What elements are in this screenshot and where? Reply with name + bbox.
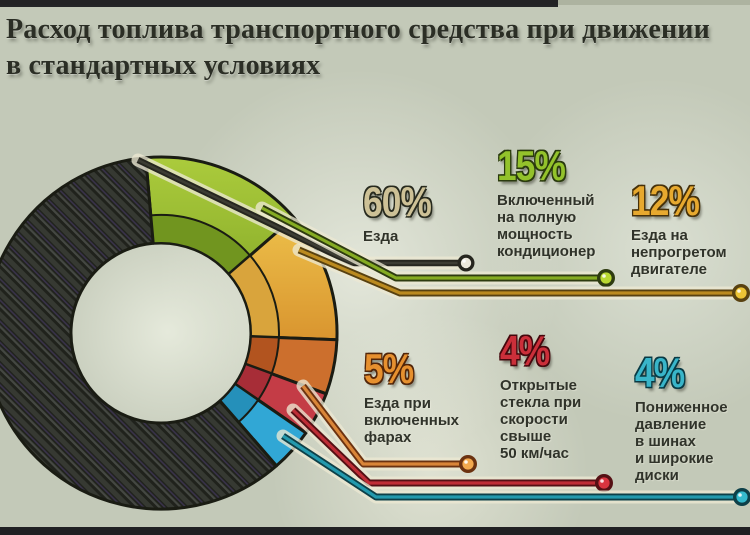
- percent-value: 12%: [631, 177, 700, 224]
- callout-cold-engine: 12% Езда на непрогретом двигателе: [631, 177, 727, 279]
- callout-driving: 60% Езда: [363, 178, 444, 246]
- percent-value: 4%: [500, 327, 550, 374]
- callout-tire-pressure: 4% Пониженное давление в шинах и широкие…: [635, 349, 728, 485]
- donut-segment-0: [0, 156, 278, 511]
- leader-line-tire-pressure: [276, 429, 750, 506]
- callout-aircon: 15% Включенный на полную мощность кондиц…: [497, 142, 596, 261]
- leader-line-open-windows: [286, 403, 613, 492]
- percent-value: 60%: [363, 178, 432, 225]
- leader-line-headlights: [296, 379, 477, 473]
- callout-label: Езда при включенных фарах: [364, 395, 460, 446]
- top-video-bar: [0, 0, 558, 7]
- percent-value: 5%: [364, 345, 414, 392]
- leader-line-aircon: [255, 201, 615, 287]
- percent-value: 4%: [635, 349, 685, 396]
- callout-open-windows: 4% Открытые стекла при скорости свыше 50…: [500, 327, 582, 463]
- callout-label: Пониженное давление в шинах и широкие ди…: [635, 399, 728, 484]
- percent-value: 15%: [497, 142, 566, 189]
- leader-line-cold-engine: [292, 243, 750, 302]
- leader-line-driving: [131, 153, 475, 272]
- callout-label: Включенный на полную мощность кондиционе…: [497, 192, 596, 260]
- chart-title: Расход топлива транспортного средства пр…: [6, 14, 710, 81]
- callout-label: Езда: [363, 228, 399, 245]
- callout-headlights: 5% Езда при включенных фарах: [364, 345, 460, 447]
- callout-label: Езда на непрогретом двигателе: [631, 227, 727, 278]
- donut-segments: [0, 155, 339, 511]
- callout-label: Открытые стекла при скорости свыше 50 км…: [500, 377, 582, 462]
- bottom-video-bar: [0, 527, 750, 535]
